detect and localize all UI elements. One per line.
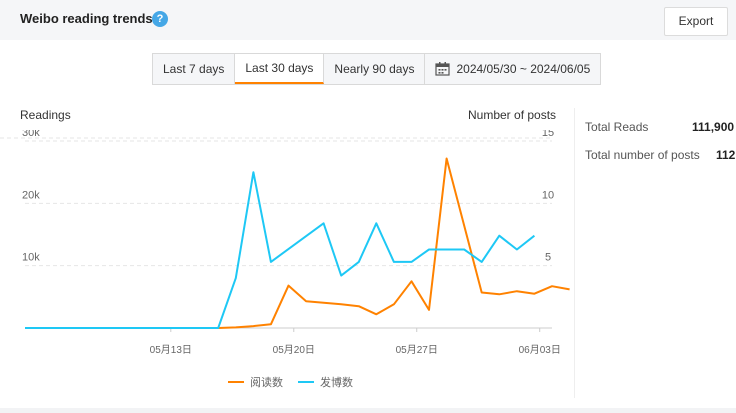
legend-item-readings[interactable]: 阅读数 (228, 374, 283, 390)
posts-line (25, 171, 536, 329)
trend-chart: 10k 20k 30k 5 10 15 05月13日 05月20日 05月27日 06月03日 (0, 130, 570, 356)
summary-divider (574, 108, 575, 398)
total-posts-label: Total number of posts (585, 148, 700, 162)
x-tick-label: 05月20日 (273, 344, 315, 356)
left-tick-label: 20k (22, 189, 40, 201)
help-icon[interactable]: ? (152, 11, 168, 27)
calendar-icon (435, 62, 451, 76)
card-header: Weibo reading trends ? Export (0, 0, 736, 40)
date-range-picker[interactable]: 2024/05/30 ~ 2024/06/05 (425, 54, 600, 84)
date-range-tabs: Last 7 days Last 30 days Nearly 90 days … (152, 53, 602, 85)
left-tick-label: 10k (22, 252, 40, 264)
legend-label-posts: 发博数 (320, 377, 353, 389)
page-title: Weibo reading trends (20, 11, 153, 26)
legend-item-posts[interactable]: 发博数 (298, 374, 353, 390)
readings-legend-swatch (228, 381, 244, 383)
tab-last-7-days[interactable]: Last 7 days (153, 54, 236, 84)
posts-legend-swatch (298, 381, 314, 383)
right-tick-label: 5 (545, 252, 551, 264)
total-reads-label: Total Reads (585, 120, 649, 134)
tab-last-30-days[interactable]: Last 30 days (235, 54, 325, 84)
date-range-text: 2024/05/30 ~ 2024/06/05 (456, 62, 591, 76)
export-button[interactable]: Export (664, 7, 728, 36)
x-tick-label: 06月03日 (519, 344, 561, 356)
total-reads-value: 111,900 (692, 120, 735, 134)
legend-label-readings: 阅读数 (250, 377, 283, 389)
right-tick-label: 15 (542, 130, 554, 139)
x-tick-label: 05月13日 (150, 344, 192, 356)
right-tick-label: 10 (542, 189, 554, 201)
left-axis-title: Readings (20, 108, 71, 122)
left-tick-label: 30k (22, 130, 40, 139)
x-tick-label: 05月27日 (396, 344, 438, 356)
readings-line (25, 157, 570, 329)
tab-nearly-90-days[interactable]: Nearly 90 days (324, 54, 426, 84)
total-posts-value: 112 (716, 148, 736, 162)
right-axis-title: Number of posts (468, 108, 557, 122)
